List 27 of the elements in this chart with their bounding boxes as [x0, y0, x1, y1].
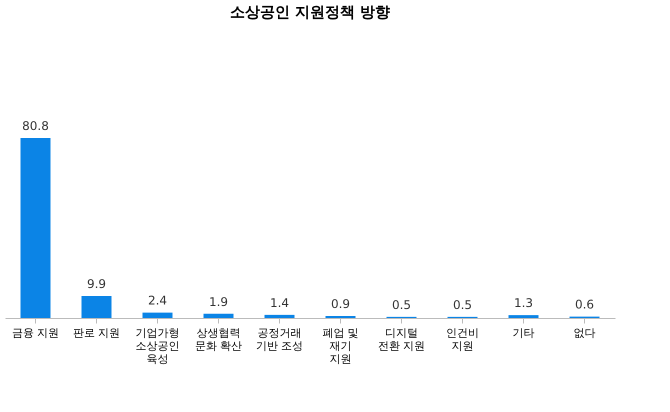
x-tick-label: 공정거래 기반 조성 — [256, 326, 304, 352]
bar — [204, 314, 234, 318]
x-tick-label: 상생협력 문화 확산 — [194, 326, 242, 352]
bar — [264, 314, 294, 318]
data-label: 1.9 — [208, 294, 228, 309]
x-tick-label: 없다 — [574, 326, 596, 340]
x-tick-label: 금융 지원 — [12, 326, 60, 340]
x-tick-label: 디지털 전환 지원 — [378, 326, 426, 352]
data-label: 0.6 — [574, 298, 594, 312]
bar — [508, 315, 538, 318]
data-label: 80.8 — [22, 119, 49, 133]
x-tick-label: 기타 — [512, 326, 534, 340]
x-tick-label: 기업가형 소상공인 육성 — [136, 326, 180, 366]
chart-title: 소상공인 지원정책 방향 — [230, 3, 390, 21]
data-label: 0.5 — [452, 298, 472, 312]
data-label: 0.5 — [392, 298, 412, 312]
x-tick-label: 판로 지원 — [72, 326, 120, 340]
data-label: 2.4 — [148, 294, 168, 308]
data-label: 1.4 — [270, 296, 290, 310]
bar — [82, 296, 112, 318]
x-tick-label: 폐업 및 재기 지원 — [322, 326, 359, 366]
data-label: 0.9 — [330, 296, 350, 311]
bar — [20, 138, 50, 318]
data-label: 9.9 — [86, 276, 106, 291]
data-label: 1.3 — [514, 296, 534, 310]
x-tick-label: 인건비 지원 — [446, 326, 479, 352]
bar — [142, 312, 172, 318]
